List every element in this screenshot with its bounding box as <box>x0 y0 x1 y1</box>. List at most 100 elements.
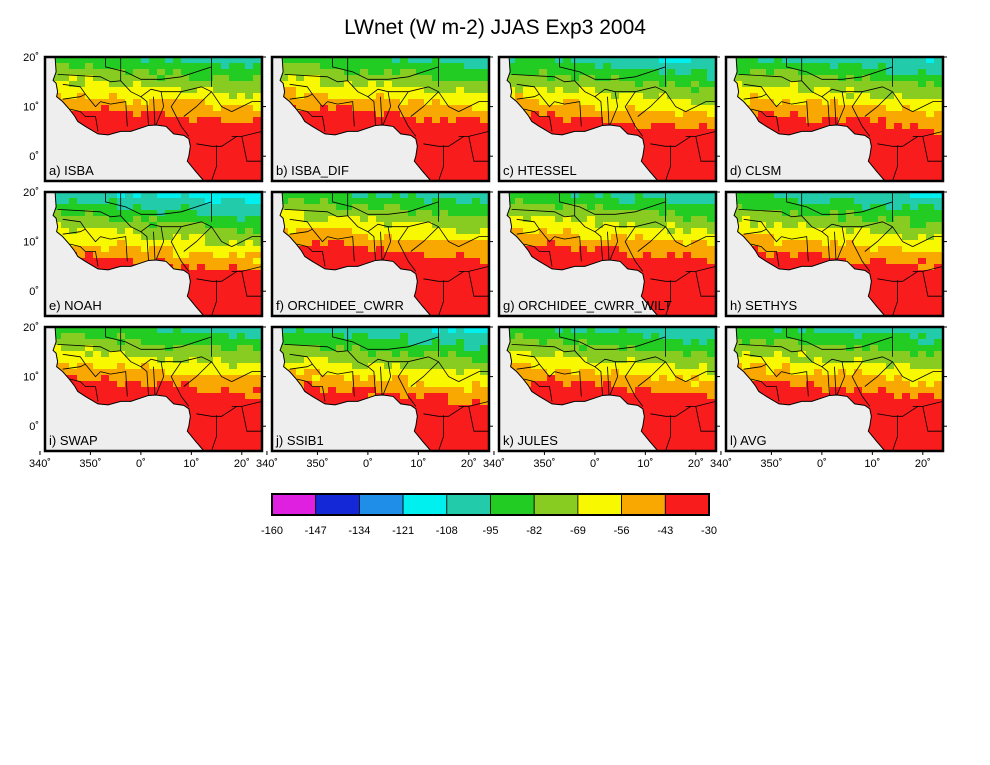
map-panel: c) HTESSEL <box>497 55 720 183</box>
country-border <box>382 361 392 396</box>
country-border <box>524 243 553 267</box>
lon-label: 350˚ <box>79 458 101 470</box>
country-border <box>695 136 716 162</box>
country-border <box>559 327 666 350</box>
panel-label: k) JULES <box>503 433 558 448</box>
country-border <box>397 361 417 407</box>
country-border <box>438 280 445 316</box>
country-border <box>743 228 782 243</box>
country-border <box>637 91 686 117</box>
panel-frame <box>43 55 264 183</box>
lat-label: 10˚ <box>23 237 39 249</box>
panel-frame <box>43 325 264 453</box>
country-border <box>468 136 489 162</box>
country-border <box>380 231 383 261</box>
country-border <box>751 378 780 402</box>
country-border <box>511 327 576 353</box>
country-border <box>57 192 122 218</box>
country-border <box>743 83 767 95</box>
country-border <box>786 192 893 215</box>
country-border <box>289 363 328 378</box>
country-border <box>524 378 553 402</box>
country-border <box>120 350 212 368</box>
country-border <box>170 226 190 272</box>
country-border <box>665 280 672 316</box>
country-border <box>297 378 326 402</box>
colorbar-tick-label: -121 <box>392 525 414 537</box>
country-border <box>155 226 165 261</box>
country-border <box>105 327 212 350</box>
country-border <box>738 192 803 218</box>
country-border <box>665 145 672 181</box>
panel-frame <box>724 55 945 183</box>
country-border <box>751 108 780 132</box>
lon-label: 0˚ <box>136 458 146 470</box>
country-border <box>62 218 86 230</box>
lon-label: 10˚ <box>183 458 199 470</box>
country-border <box>458 401 490 407</box>
country-border <box>751 243 780 267</box>
country-border <box>241 406 262 432</box>
country-border <box>912 401 944 407</box>
country-border <box>801 350 893 368</box>
country-border <box>516 228 555 243</box>
country-border <box>347 215 439 233</box>
country-border <box>62 363 101 378</box>
country-border <box>695 406 716 432</box>
country-border <box>183 361 232 387</box>
country-border <box>153 366 156 396</box>
country-border <box>468 271 489 297</box>
colorbar-tick-label: -82 <box>526 525 542 537</box>
country-border <box>892 415 899 451</box>
country-border <box>685 236 716 247</box>
country-border <box>100 101 128 127</box>
panel-label: j) SSIB1 <box>275 433 324 448</box>
country-border <box>607 96 610 126</box>
country-border <box>170 91 190 137</box>
lon-label: 20˚ <box>915 458 931 470</box>
coastline <box>279 326 432 452</box>
country-border <box>922 136 943 162</box>
country-border <box>183 91 232 117</box>
colorbar-swatch <box>446 493 491 516</box>
country-border <box>912 236 943 247</box>
country-border <box>231 266 263 272</box>
country-border <box>738 57 803 83</box>
country-border <box>836 91 846 126</box>
panel-frame <box>497 55 718 183</box>
country-border <box>665 415 672 451</box>
country-border <box>637 361 686 387</box>
country-border <box>458 101 489 112</box>
country-border <box>458 371 489 382</box>
country-border <box>695 271 716 297</box>
lon-label: 20˚ <box>234 458 250 470</box>
country-border <box>289 218 313 230</box>
country-border <box>211 145 218 181</box>
colorbar-swatch <box>358 493 404 516</box>
country-border <box>105 57 212 80</box>
lat-label: 10˚ <box>23 372 39 384</box>
colorbar-swatch <box>402 493 448 516</box>
lat-label: 20˚ <box>23 187 39 199</box>
colorbar-tick-label: -134 <box>348 525 370 537</box>
country-border <box>922 406 943 432</box>
lon-label: 340˚ <box>29 458 51 470</box>
country-border <box>289 353 313 365</box>
country-border <box>347 80 439 98</box>
map-panel: d) CLSM <box>724 55 947 183</box>
map-panel: f) ORCHIDEE_CWRR <box>270 190 493 318</box>
country-border <box>289 83 313 95</box>
country-border <box>554 101 582 127</box>
country-border <box>57 57 122 83</box>
colorbar-swatch <box>315 493 360 516</box>
country-border <box>241 271 262 297</box>
panel-label: g) ORCHIDEE_CWRR_WILT <box>503 298 672 313</box>
country-border <box>821 96 830 126</box>
country-border <box>297 243 326 267</box>
country-border <box>834 231 837 261</box>
country-border <box>57 327 122 353</box>
colorbar-tick-label: -108 <box>436 525 458 537</box>
country-border <box>62 93 101 108</box>
country-border <box>70 108 99 132</box>
country-border <box>912 101 943 112</box>
